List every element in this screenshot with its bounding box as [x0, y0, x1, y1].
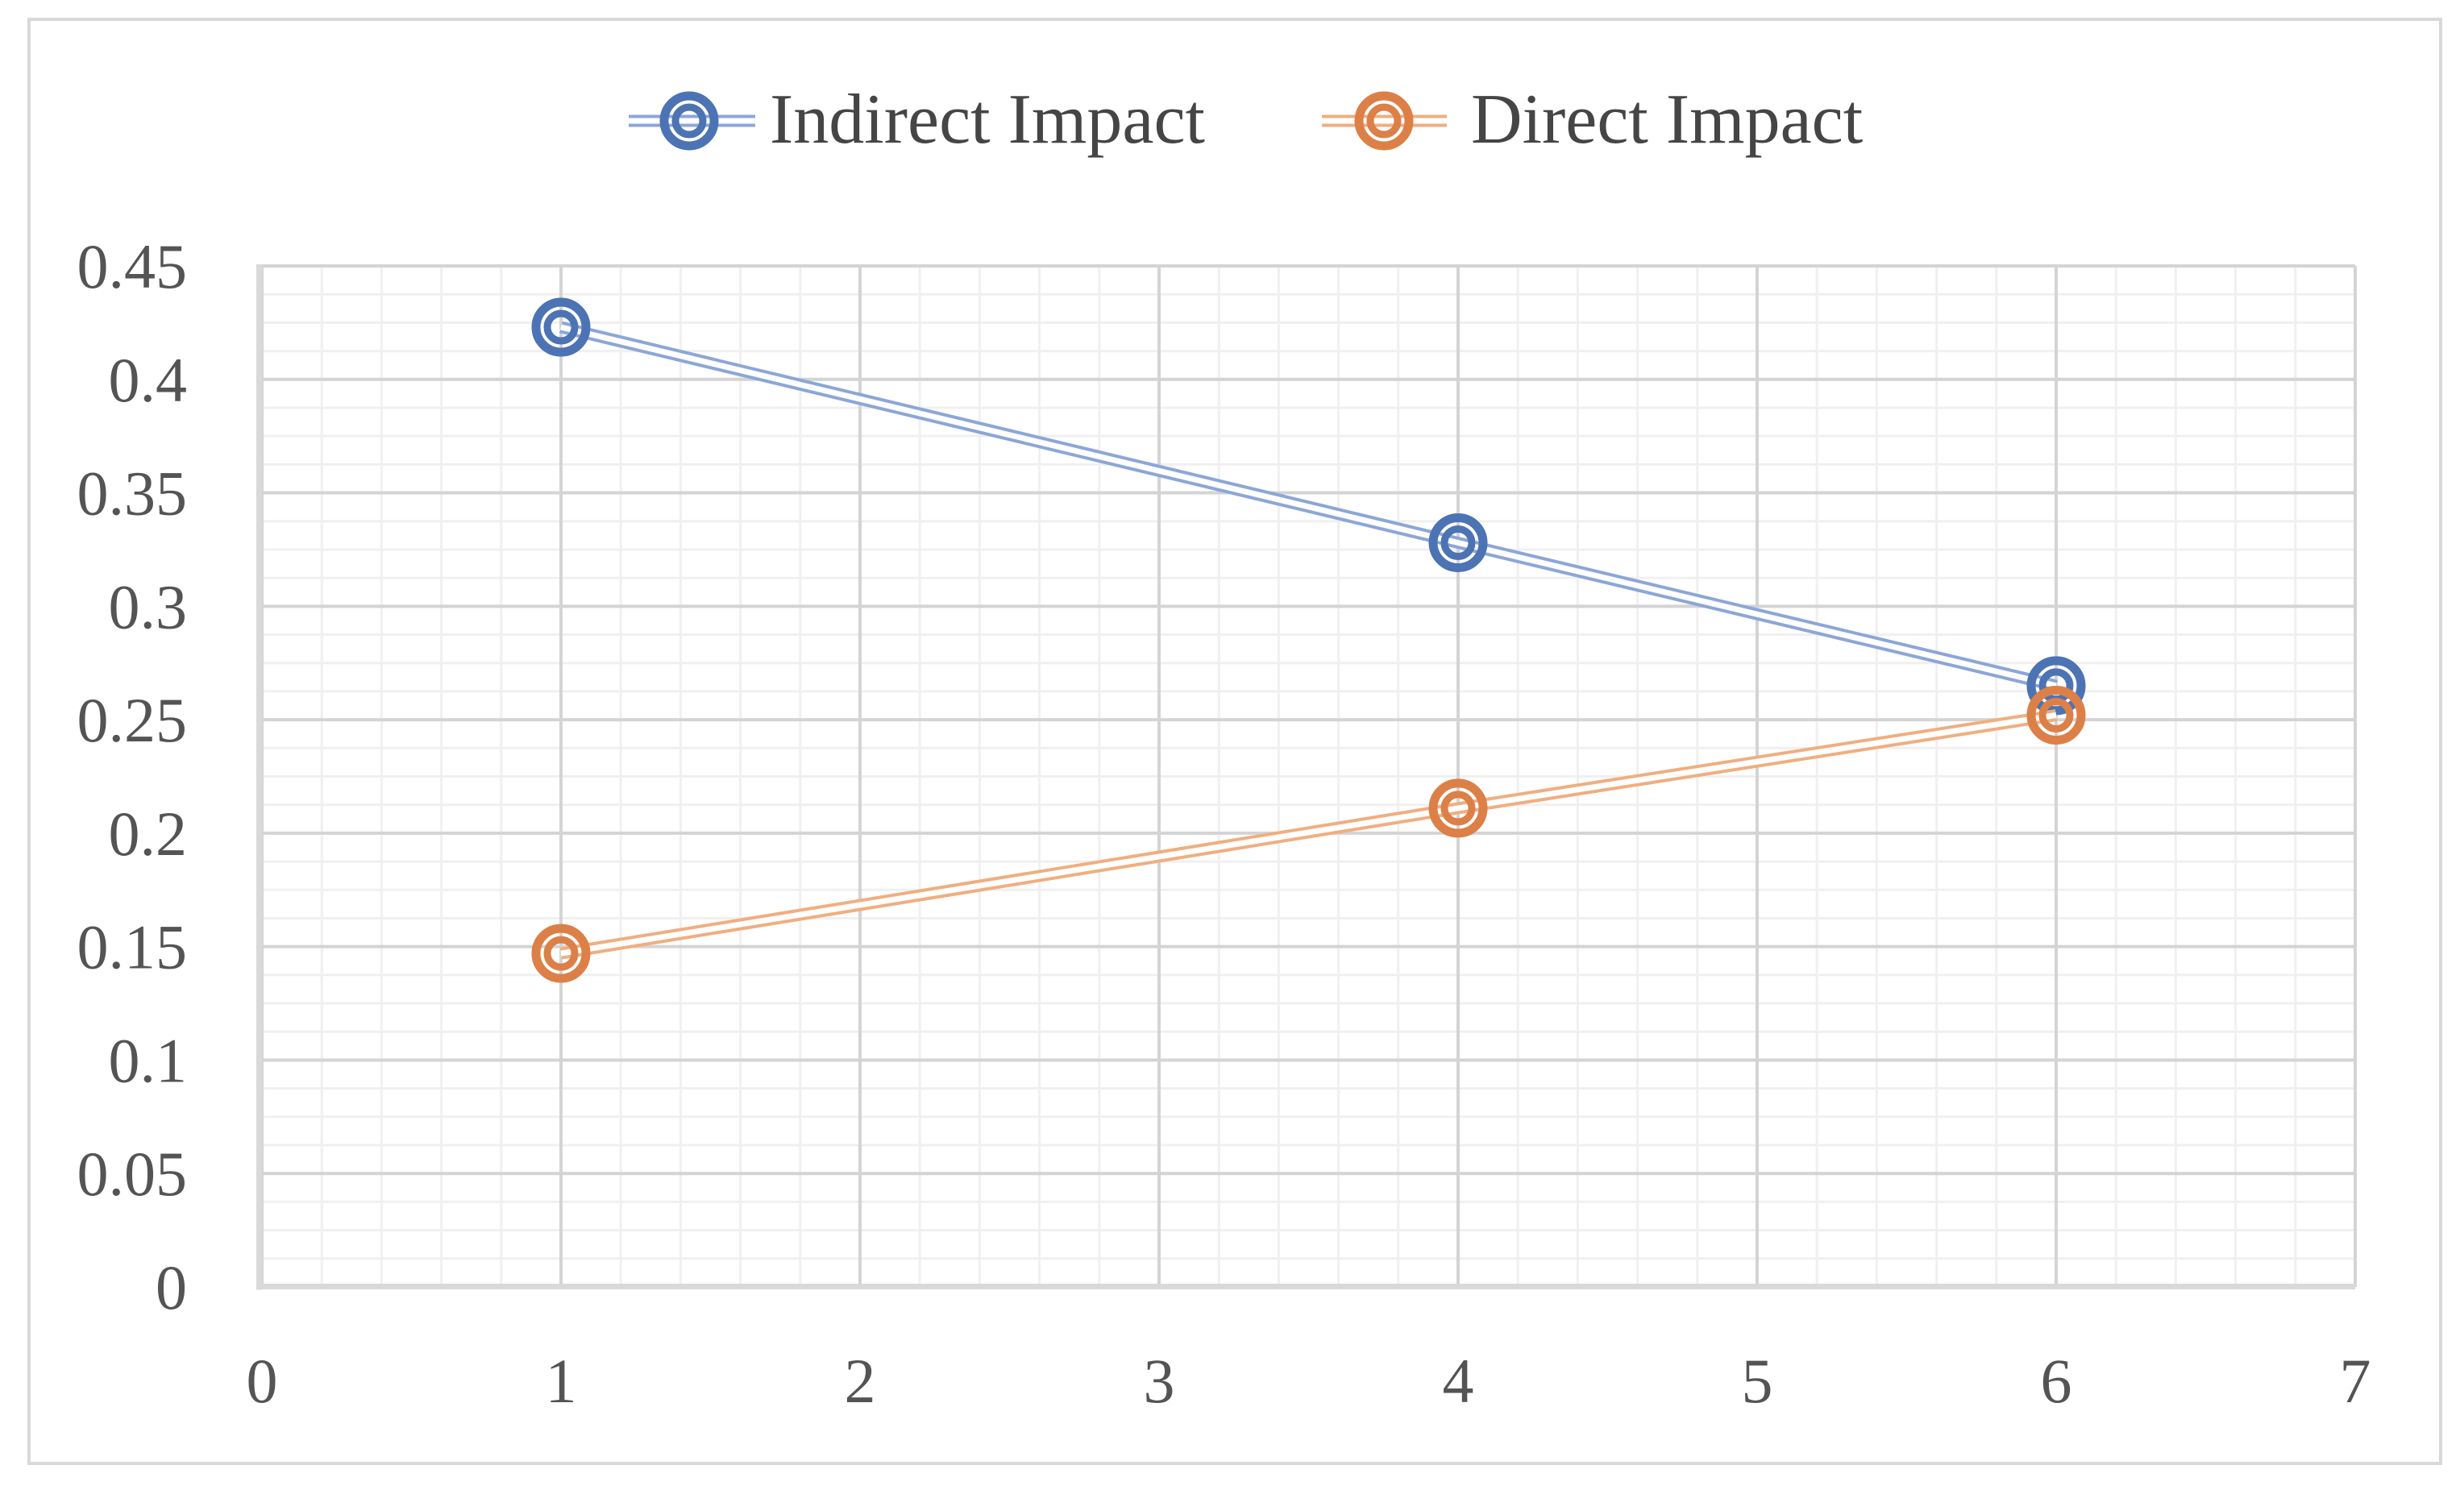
- series-marker-outer-ring: [2026, 656, 2086, 716]
- series-marker-inner-ring: [2038, 697, 2074, 733]
- y-tick-label: 0.35: [77, 459, 188, 529]
- legend-marker-outer-ring: [1354, 91, 1414, 151]
- x-tick-label: 1: [546, 1346, 577, 1416]
- legend-marker-direct-impact: [1322, 91, 1447, 151]
- x-tick-label: 0: [247, 1346, 278, 1416]
- y-tick-label: 0.2: [109, 799, 188, 869]
- gridlines: [260, 264, 2357, 1289]
- legend-marker-inner-ring: [671, 103, 707, 139]
- y-tick-label: 0.3: [109, 571, 188, 641]
- y-tick-label: 0.05: [77, 1139, 188, 1209]
- series-marker-outer-ring: [531, 924, 591, 983]
- legend-marker-indirect-impact: [629, 91, 755, 151]
- y-tick-label: 0.1: [109, 1025, 188, 1095]
- y-tick-label: 0: [156, 1252, 187, 1322]
- series-line-core-0: [560, 324, 2057, 689]
- series-marker-inner-ring: [1440, 525, 1476, 560]
- series-marker-inner-ring: [543, 309, 579, 345]
- y-tick-label: 0.25: [77, 685, 188, 755]
- x-tick-label: 6: [2041, 1346, 2072, 1416]
- x-tick-label: 7: [2340, 1346, 2371, 1416]
- legend-label-indirect-impact: Indirect Impact: [770, 81, 1205, 159]
- series-marker-outer-ring: [1428, 778, 1488, 838]
- y-tick-label: 0.15: [77, 912, 188, 982]
- x-tick-label: 3: [1144, 1346, 1175, 1416]
- series-marker-inner-ring: [1440, 791, 1476, 826]
- data-series: [531, 297, 2086, 983]
- axes: [256, 264, 2355, 1290]
- x-tick-label: 2: [845, 1346, 876, 1416]
- tick-labels: 0 0.05 0.1 0.15 0.2 0.25 0.3 0.35 0.4 0.45 0 1 2 3 4 5 6…: [77, 231, 2371, 1416]
- figure-border: [27, 18, 2442, 1465]
- chart-legend: Indirect Impact Direct Impact: [629, 81, 1863, 159]
- x-tick-label: 4: [1443, 1346, 1474, 1416]
- y-tick-label: 0.45: [77, 231, 188, 301]
- series-line-core-1: [560, 712, 2057, 957]
- series-marker-outer-ring: [1428, 513, 1488, 572]
- x-tick-label: 5: [1742, 1346, 1773, 1416]
- y-tick-label: 0.4: [109, 345, 188, 415]
- legend-marker-inner-ring: [1366, 103, 1402, 139]
- series-marker-outer-ring: [531, 297, 591, 357]
- series-marker-inner-ring: [543, 936, 579, 971]
- legend-marker-outer-ring: [659, 91, 719, 151]
- legend-label-direct-impact: Direct Impact: [1471, 81, 1863, 159]
- series-marker-outer-ring: [2026, 685, 2086, 745]
